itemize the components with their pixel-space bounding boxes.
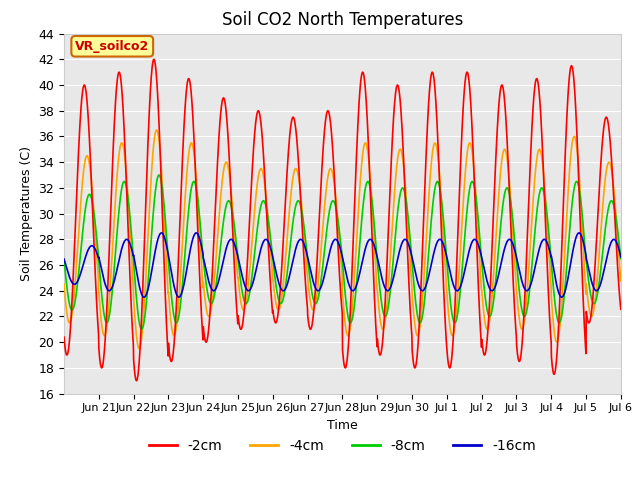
X-axis label: Time: Time xyxy=(327,419,358,432)
Text: VR_soilco2: VR_soilco2 xyxy=(75,40,149,53)
Y-axis label: Soil Temperatures (C): Soil Temperatures (C) xyxy=(20,146,33,281)
Legend: -2cm, -4cm, -8cm, -16cm: -2cm, -4cm, -8cm, -16cm xyxy=(143,433,541,459)
Title: Soil CO2 North Temperatures: Soil CO2 North Temperatures xyxy=(221,11,463,29)
